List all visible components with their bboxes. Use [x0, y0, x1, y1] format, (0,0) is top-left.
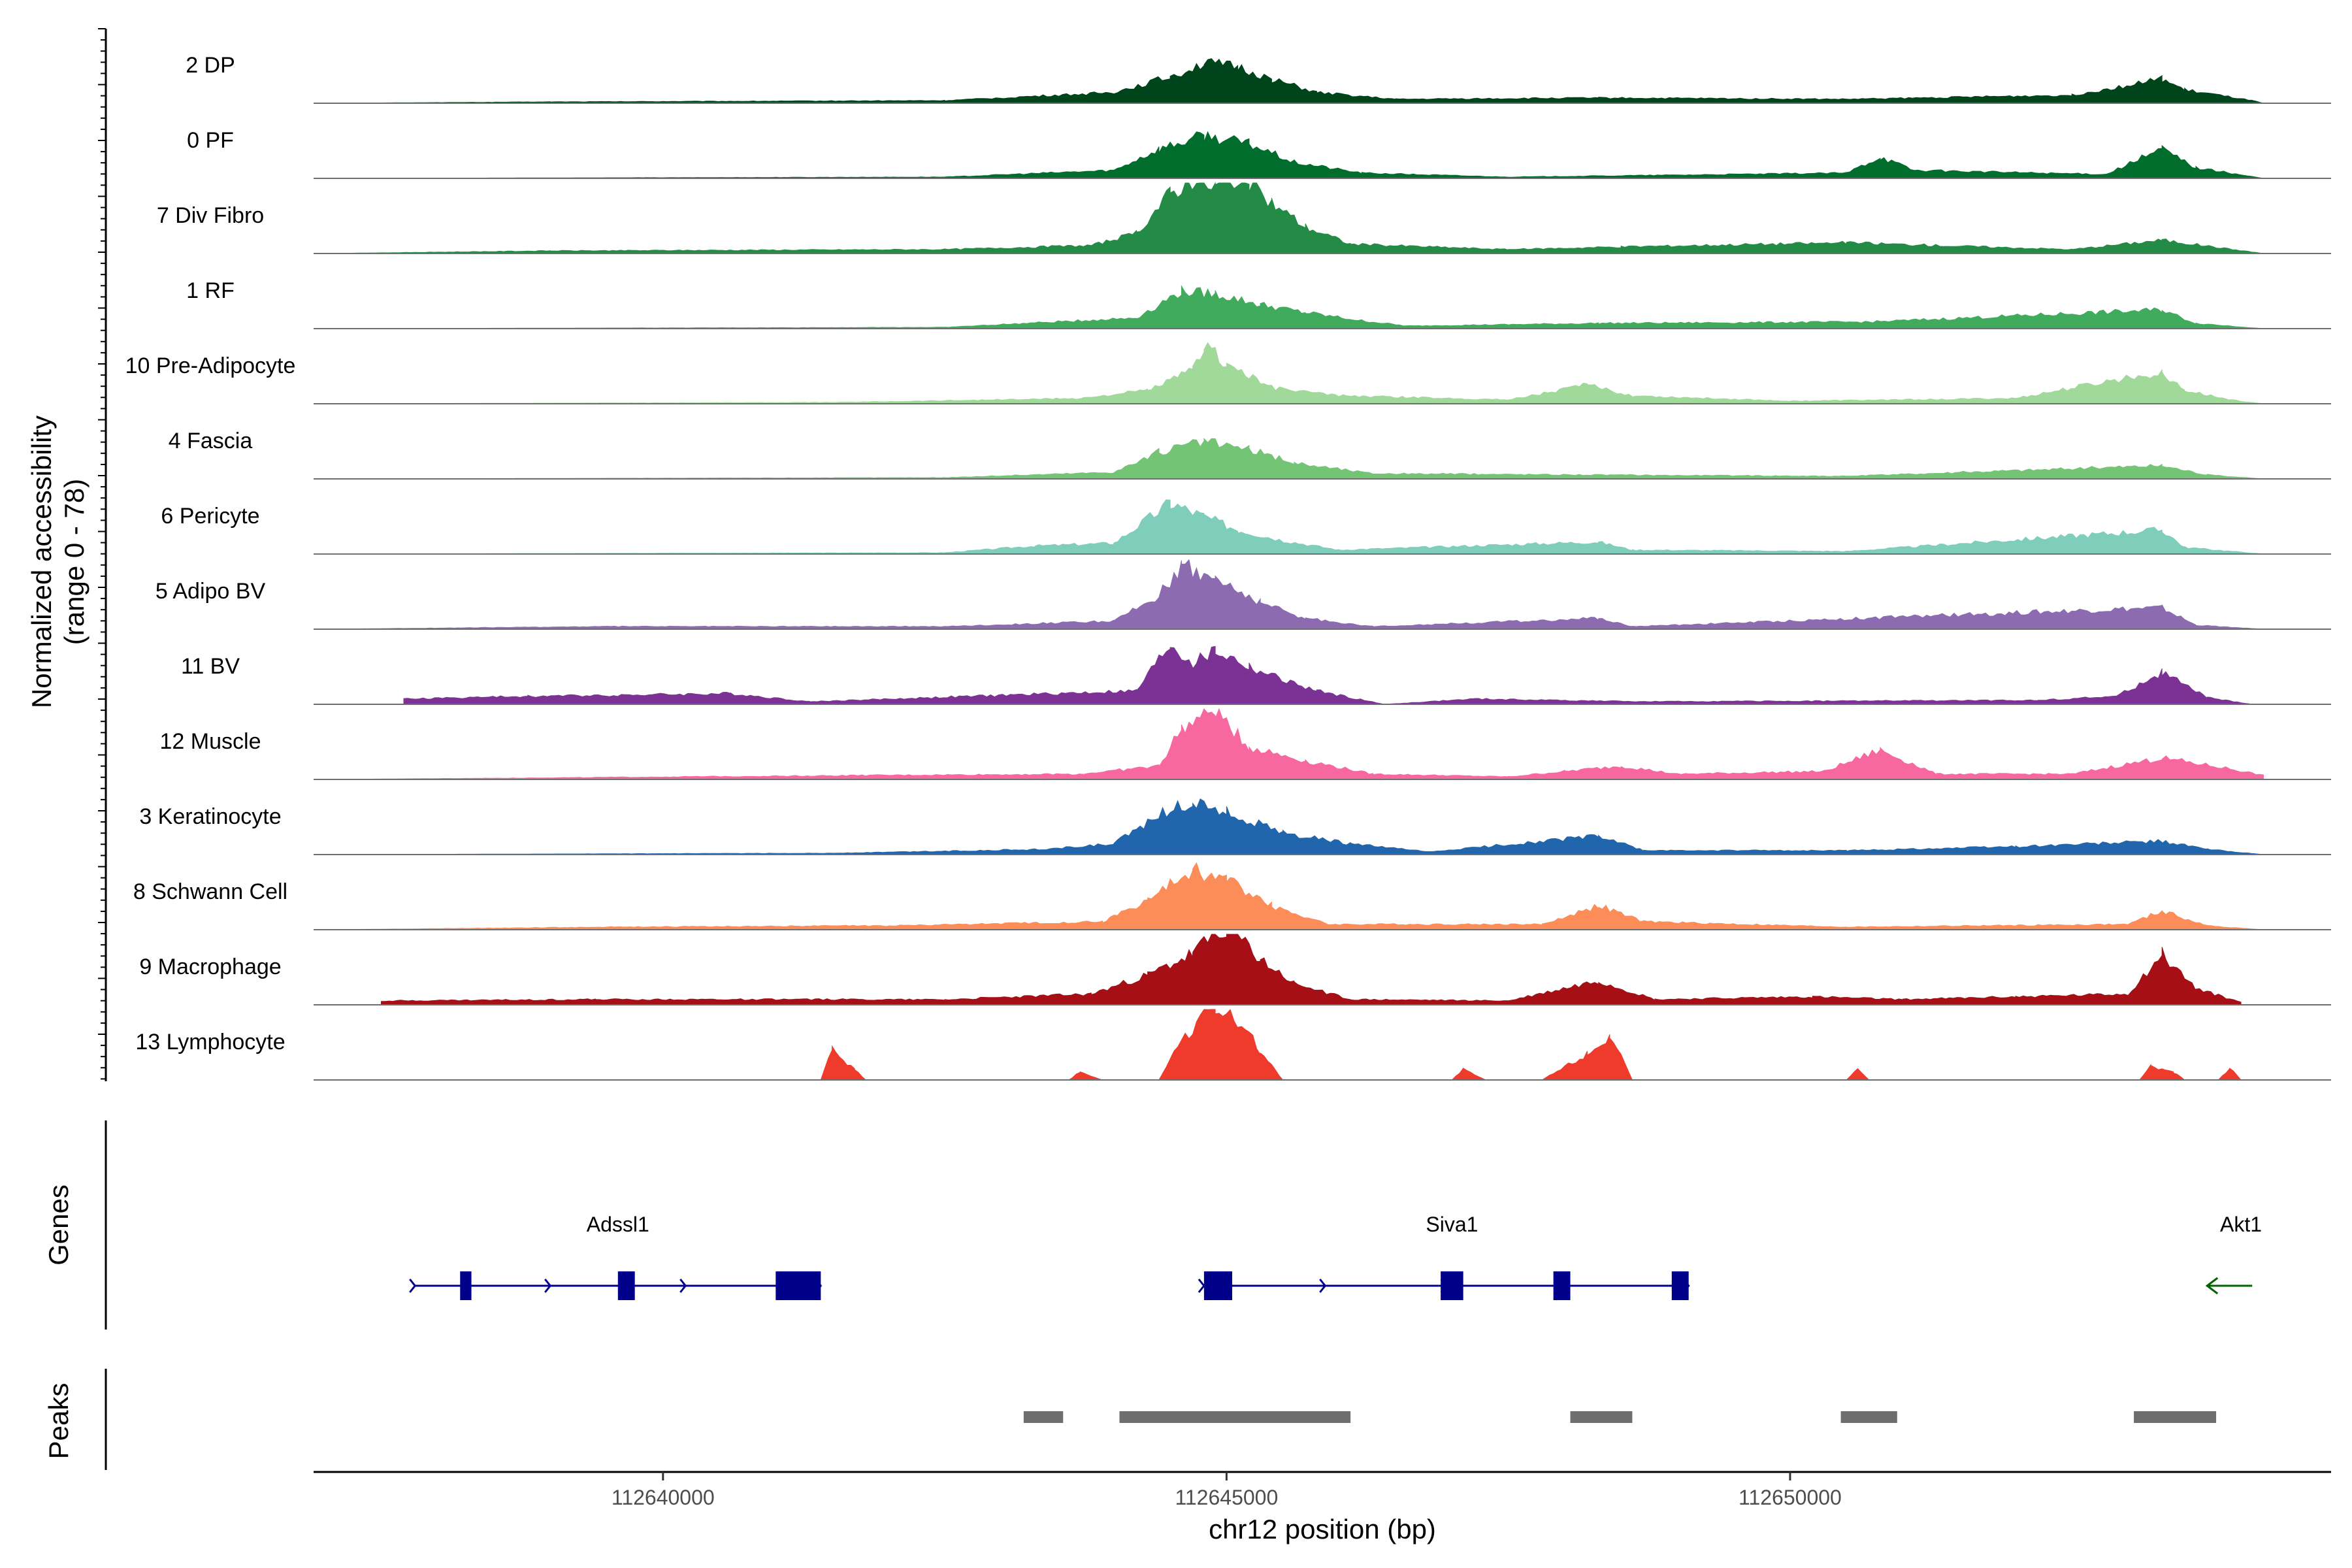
gene-label-siva1: Siva1 — [1426, 1213, 1478, 1236]
track-label-1: 0 PF — [187, 128, 234, 153]
track-1 — [314, 131, 2331, 179]
gene-exon-1-2 — [1553, 1271, 1571, 1300]
track-5 — [314, 437, 2331, 480]
gene-adssl1: Adssl1 — [409, 1213, 823, 1300]
track-8 — [314, 645, 2331, 705]
x-tick-label-1: 112645000 — [1175, 1486, 1278, 1509]
gene-siva1: Siva1 — [1198, 1213, 1690, 1300]
gene-strand-chevron-0-2 — [679, 1279, 687, 1293]
coverage-area-7 — [325, 559, 2264, 630]
x-axis-title: chr12 position (bp) — [1209, 1514, 1436, 1544]
track-label-10: 3 Keratinocyte — [139, 804, 281, 829]
gene-annotations: Adssl1 Siva1 Akt1 — [409, 1213, 2262, 1300]
x-axis-ticks: 112640000 112645000 112650000 — [612, 1472, 1842, 1509]
coverage-area-4 — [325, 342, 2264, 404]
coverage-area-9 — [325, 708, 2264, 780]
gene-strand-chevron-0-0 — [409, 1279, 417, 1293]
coverage-area-2 — [325, 182, 2264, 254]
track-13 — [314, 1009, 2331, 1081]
gene-label-akt1: Akt1 — [2220, 1213, 2262, 1236]
peak-1 — [1119, 1411, 1351, 1423]
track-label-8: 11 BV — [181, 654, 240, 679]
track-label-7: 5 Adipo BV — [155, 579, 266, 604]
y-axis-title: Normalized accessibility (range 0 - 78) — [26, 416, 90, 708]
peak-regions — [1023, 1411, 2217, 1423]
gene-exon-1-3 — [1671, 1271, 1689, 1300]
track-11 — [314, 862, 2331, 930]
peak-3 — [1840, 1411, 1897, 1423]
coverage-area-1 — [325, 131, 2264, 179]
gene-strand-chevron-0-1 — [544, 1279, 552, 1293]
gene-exon-0-1 — [617, 1271, 635, 1300]
track-label-12: 9 Macrophage — [139, 955, 281, 979]
gene-akt1: Akt1 — [2205, 1213, 2262, 1295]
track-2 — [314, 182, 2331, 254]
track-9 — [314, 708, 2331, 780]
track-4 — [314, 342, 2331, 404]
coverage-area-0 — [325, 58, 2264, 104]
y-axis-range-label: (range 0 - 78) — [59, 479, 90, 645]
gene-arrow-head-2 — [2205, 1277, 2219, 1295]
x-tick-label-2: 112650000 — [1739, 1486, 1842, 1509]
track-label-2: 7 Div Fibro — [157, 203, 264, 228]
peak-4 — [2134, 1411, 2217, 1423]
track-label-13: 13 Lymphocyte — [135, 1030, 285, 1054]
coverage-area-8 — [403, 645, 2253, 705]
coverage-area-13 — [820, 1009, 2242, 1081]
track-6 — [314, 499, 2331, 555]
y-axis-ticks — [98, 28, 106, 1080]
track-label-6: 6 Pericyte — [161, 504, 259, 529]
track-7 — [314, 559, 2331, 630]
track-label-3: 1 RF — [186, 278, 235, 303]
track-label-0: 2 DP — [186, 53, 235, 78]
track-0 — [314, 58, 2331, 104]
peak-2 — [1570, 1411, 1633, 1423]
gene-exon-1-1 — [1441, 1271, 1463, 1300]
coverage-area-11 — [325, 862, 2264, 930]
coverage-area-5 — [325, 437, 2264, 480]
gene-strand-chevron-1-1 — [1319, 1279, 1327, 1293]
gene-strand-chevron-1-0 — [1198, 1279, 1205, 1293]
coverage-tracks — [314, 58, 2331, 1081]
track-labels: 2 DP 0 PF 7 Div Fibro 1 RF 10 Pre-Adipocyte 4… — [125, 53, 296, 1054]
track-12 — [314, 934, 2331, 1005]
track-label-5: 4 Fascia — [169, 429, 253, 453]
track-10 — [314, 798, 2331, 855]
gene-label-adssl1: Adssl1 — [587, 1213, 649, 1236]
track-label-4: 10 Pre-Adipocyte — [125, 353, 296, 378]
coverage-area-10 — [325, 798, 2264, 855]
coverage-area-12 — [381, 934, 2242, 1005]
coverage-area-6 — [325, 499, 2264, 555]
track-label-11: 8 Schwann Cell — [133, 879, 287, 904]
gene-exon-0-0 — [460, 1271, 472, 1300]
x-tick-label-0: 112640000 — [612, 1486, 715, 1509]
genes-panel-label: Genes — [43, 1184, 74, 1266]
gene-exon-0-2 — [776, 1271, 821, 1300]
gene-exon-1-0 — [1203, 1271, 1232, 1300]
peak-0 — [1023, 1411, 1064, 1423]
y-axis-label: Normalized accessibility — [26, 416, 57, 708]
track-3 — [314, 284, 2331, 329]
peaks-panel-label: Peaks — [43, 1383, 74, 1460]
coverage-area-3 — [325, 284, 2264, 329]
track-label-9: 12 Muscle — [160, 729, 261, 754]
